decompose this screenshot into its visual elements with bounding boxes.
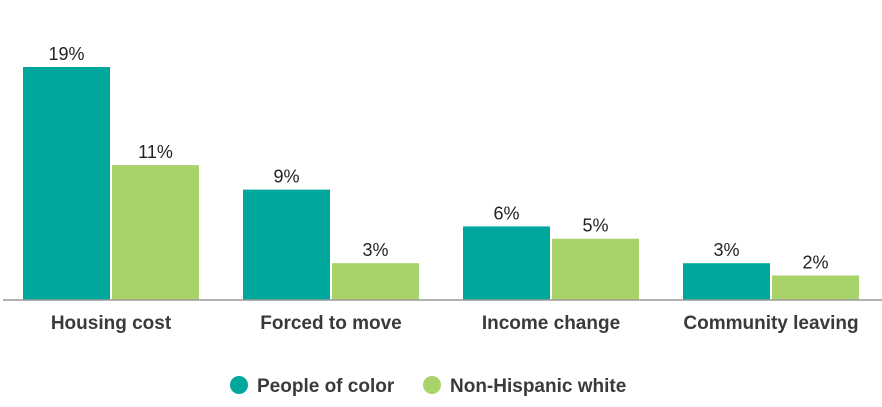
legend-label-non-hispanic-white: Non-Hispanic white — [450, 376, 626, 397]
bar-non-hispanic-white-housing-cost — [112, 165, 199, 300]
legend: People of color Non-Hispanic white — [230, 376, 626, 397]
category-label-housing-cost: Housing cost — [51, 313, 172, 334]
legend-label-people-of-color: People of color — [257, 376, 395, 397]
bar-non-hispanic-white-income-change — [552, 238, 639, 300]
value-label-non-hispanic-white-forced-to-move: 3% — [362, 240, 388, 260]
value-label-people-of-color-housing-cost: 19% — [48, 44, 84, 64]
bar-non-hispanic-white-community-leaving — [772, 275, 859, 300]
legend-swatch-non-hispanic-white — [423, 376, 441, 394]
legend-swatch-people-of-color — [230, 376, 248, 394]
value-label-people-of-color-income-change: 6% — [493, 203, 519, 223]
bar-people-of-color-forced-to-move — [243, 189, 330, 300]
value-label-non-hispanic-white-community-leaving: 2% — [802, 252, 828, 272]
category-label-community-leaving: Community leaving — [683, 313, 858, 334]
category-label-income-change: Income change — [482, 313, 620, 334]
value-label-people-of-color-forced-to-move: 9% — [273, 167, 299, 187]
bars-layer — [23, 67, 859, 300]
value-label-non-hispanic-white-income-change: 5% — [582, 216, 608, 236]
bar-non-hispanic-white-forced-to-move — [332, 263, 419, 300]
bar-people-of-color-income-change — [463, 226, 550, 300]
value-labels-layer: 19% 11% 9% 3% 6% 5% 3% 2% — [48, 44, 828, 272]
value-label-non-hispanic-white-housing-cost: 11% — [138, 142, 173, 162]
category-labels-layer: Housing cost Forced to move Income change C… — [51, 313, 859, 334]
value-label-people-of-color-community-leaving: 3% — [713, 240, 739, 260]
bar-people-of-color-community-leaving — [683, 263, 770, 300]
category-label-forced-to-move: Forced to move — [260, 313, 401, 334]
bar-people-of-color-housing-cost — [23, 67, 110, 300]
